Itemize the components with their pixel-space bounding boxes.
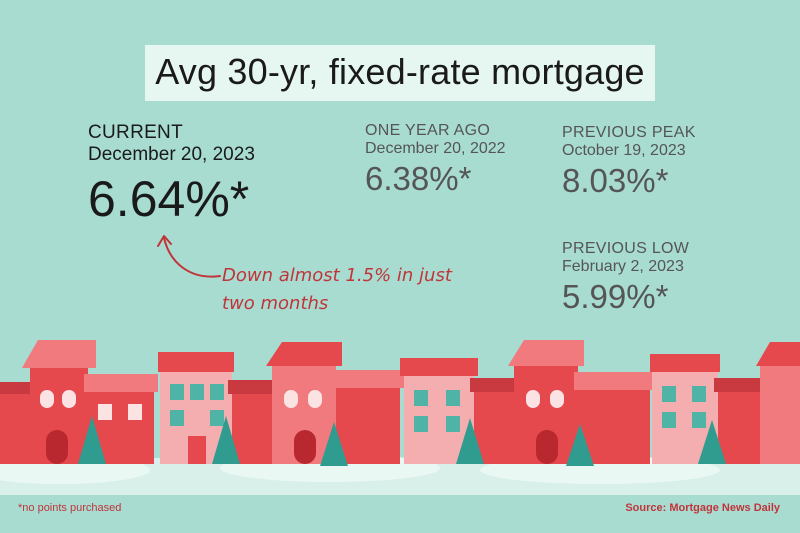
current-date: December 20, 2023: [88, 144, 255, 165]
year-ago-label: ONE YEAR AGO: [365, 122, 491, 139]
current-rate: 6.64%*: [88, 171, 250, 227]
annotation-line-1: Down almost 1.5% in just: [222, 265, 452, 286]
title-wrap: Avg 30-yr, fixed-rate mortgage: [100, 45, 700, 101]
previous-peak-block: PREVIOUS PEAK October 19, 2023 8.03%*: [562, 124, 696, 200]
previous-low-label: PREVIOUS LOW: [562, 240, 690, 257]
previous-low-date: February 2, 2023: [562, 258, 684, 275]
current-label: CURRENT: [88, 122, 183, 143]
year-ago-block: ONE YEAR AGO December 20, 2022 6.38%*: [365, 122, 506, 198]
previous-low-rate: 5.99%*: [562, 278, 669, 315]
page-title: Avg 30-yr, fixed-rate mortgage: [145, 45, 655, 101]
year-ago-rate: 6.38%*: [365, 160, 472, 197]
source-credit: Source: Mortgage News Daily: [625, 502, 780, 514]
year-ago-date: December 20, 2022: [365, 140, 506, 157]
previous-peak-label: PREVIOUS PEAK: [562, 124, 696, 141]
annotation-line-2: two months: [222, 293, 329, 314]
footnote: *no points purchased: [18, 502, 122, 514]
previous-low-block: PREVIOUS LOW February 2, 2023 5.99%*: [562, 240, 689, 316]
previous-peak-date: October 19, 2023: [562, 142, 686, 159]
previous-peak-rate: 8.03%*: [562, 162, 669, 199]
annotation: Down almost 1.5% in just two months: [222, 262, 462, 318]
houses-illustration: [0, 340, 800, 495]
curved-arrow-icon: [157, 235, 221, 278]
current-rate-block: CURRENT December 20, 2023 6.64%*: [88, 122, 255, 228]
